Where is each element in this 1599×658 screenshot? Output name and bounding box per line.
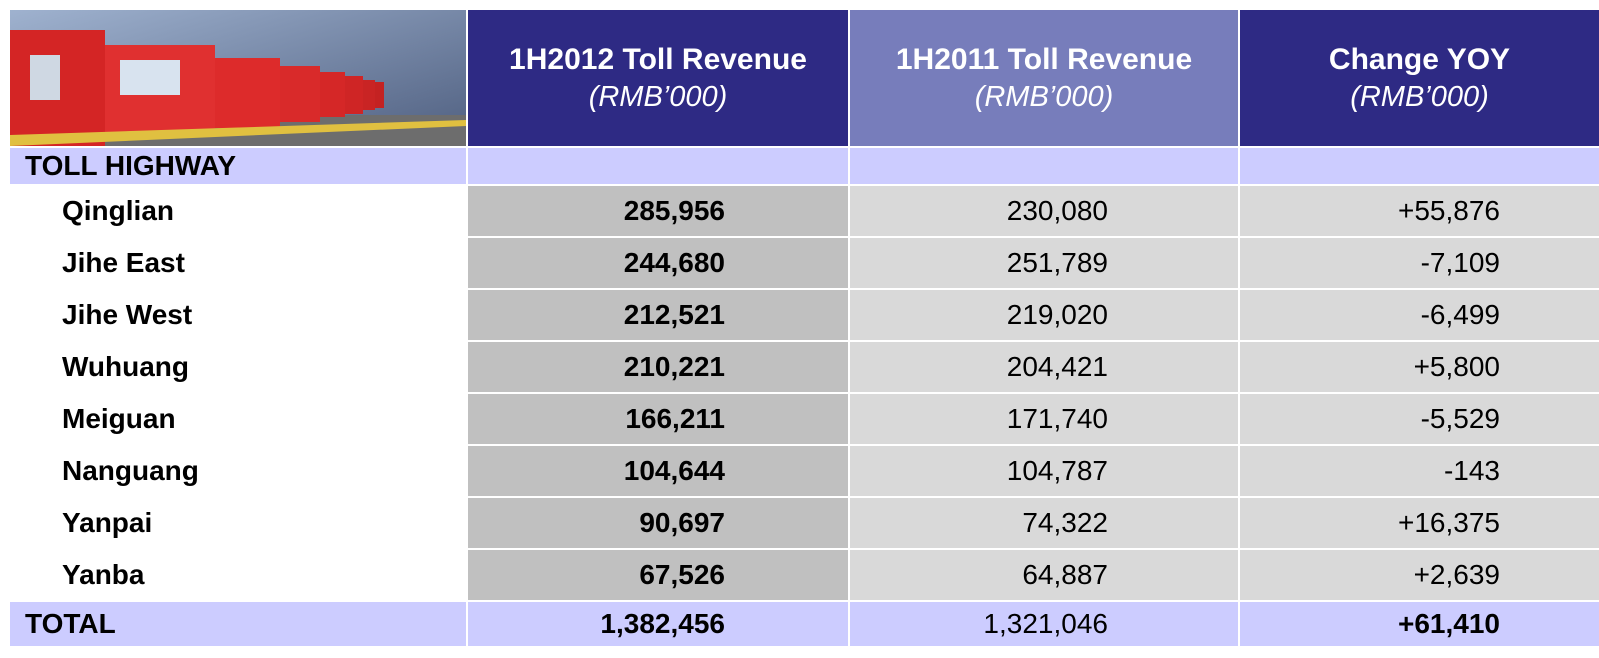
value-cell: +16,375 [1240,498,1599,548]
value-cell: 166,211 [468,394,848,444]
cell-text: 171,740 [1006,403,1108,434]
value-cell: 67,526 [468,550,848,600]
cell-text: Qinglian [62,195,174,226]
cell-text: -7,109 [1420,247,1500,278]
row-label: Yanba [10,550,466,600]
row-label: Meiguan [10,394,466,444]
row-label: Wuhuang [10,342,466,392]
value-cell: 212,521 [468,290,848,340]
value-cell: -143 [1240,446,1599,496]
column-header: 1H2011 Toll Revenue (RMB’000) [850,10,1238,146]
cell-text: 64,887 [1022,559,1108,590]
cell-text: 1H2011 Toll Revenue [895,42,1193,76]
value-cell: -7,109 [1240,238,1599,288]
cell-text: (RMB’000) [1350,80,1489,113]
cell-text: Wuhuang [62,351,190,382]
row-label: Nanguang [10,446,466,496]
cell-text: -5,529 [1420,403,1500,434]
cell-text: 74,322 [1022,507,1108,538]
value-cell: 210,221 [468,342,848,392]
cell-text: Nanguang [62,455,199,486]
cell-text: TOTAL [25,608,116,639]
cell-text: 104,787 [1006,455,1108,486]
cell-text: 230,080 [1006,195,1108,226]
value-cell: 204,421 [850,342,1238,392]
cell-text: 219,020 [1006,299,1108,330]
value-cell: 104,787 [850,446,1238,496]
cell-text: 1,382,456 [600,608,725,639]
value-cell: 219,020 [850,290,1238,340]
cell-text: +16,375 [1398,507,1500,538]
cell-text: Change YOY [1328,42,1511,76]
cell-text: (RMB’000) [974,80,1114,113]
cell-text: Jihe West [62,299,193,330]
row-label: Jihe East [10,238,466,288]
cell-text: 212,521 [623,299,725,330]
header-image [10,10,466,146]
row-label: Jihe West [10,290,466,340]
value-cell: 230,080 [850,186,1238,236]
total-cell: 1,382,456 [468,602,848,646]
cell-text: 204,421 [1006,351,1108,382]
cell-text: Yanpai [62,507,153,538]
cell-text: -6,499 [1420,299,1500,330]
cell-text: 104,644 [623,455,725,486]
cell-text: Meiguan [62,403,176,434]
cell-text: +55,876 [1398,195,1500,226]
cell-text: 244,680 [623,247,725,278]
cell-text: 251,789 [1006,247,1108,278]
value-cell: +2,639 [1240,550,1599,600]
column-header: Change YOY (RMB’000) [1240,10,1599,146]
cell-text: TOLL HIGHWAY [25,150,237,181]
value-cell: 104,644 [468,446,848,496]
value-cell: +55,876 [1240,186,1599,236]
cell-text: (RMB’000) [588,80,728,113]
row-label: Yanpai [10,498,466,548]
value-cell: 251,789 [850,238,1238,288]
cell-text: 210,221 [623,351,725,382]
cell-text: 1,321,046 [983,608,1108,639]
total-label: TOTAL [10,602,466,646]
cell-text: +5,800 [1413,351,1500,382]
value-cell: 244,680 [468,238,848,288]
value-cell: -5,529 [1240,394,1599,444]
section-cell [468,148,848,184]
cell-text: 1H2012 Toll Revenue [509,42,807,76]
column-header: 1H2012 Toll Revenue (RMB’000) [468,10,848,146]
cell-text: +2,639 [1413,559,1500,590]
value-cell: 64,887 [850,550,1238,600]
value-cell: 90,697 [468,498,848,548]
value-cell: 285,956 [468,186,848,236]
section-label: TOLL HIGHWAY [10,148,466,184]
cell-text: Jihe East [62,247,185,278]
cell-text: 285,956 [623,195,725,226]
value-cell: -6,499 [1240,290,1599,340]
value-cell: 74,322 [850,498,1238,548]
row-label: Qinglian [10,186,466,236]
cell-text: Yanba [62,559,145,590]
cell-text: -143 [1443,455,1500,486]
total-cell: 1,321,046 [850,602,1238,646]
section-cell [1240,148,1599,184]
cell-text: 90,697 [639,507,725,538]
total-cell: +61,410 [1240,602,1599,646]
cell-text: +61,410 [1398,608,1500,639]
cell-text: 166,211 [625,403,725,434]
section-cell [850,148,1238,184]
cell-text: 67,526 [639,559,725,590]
value-cell: +5,800 [1240,342,1599,392]
value-cell: 171,740 [850,394,1238,444]
